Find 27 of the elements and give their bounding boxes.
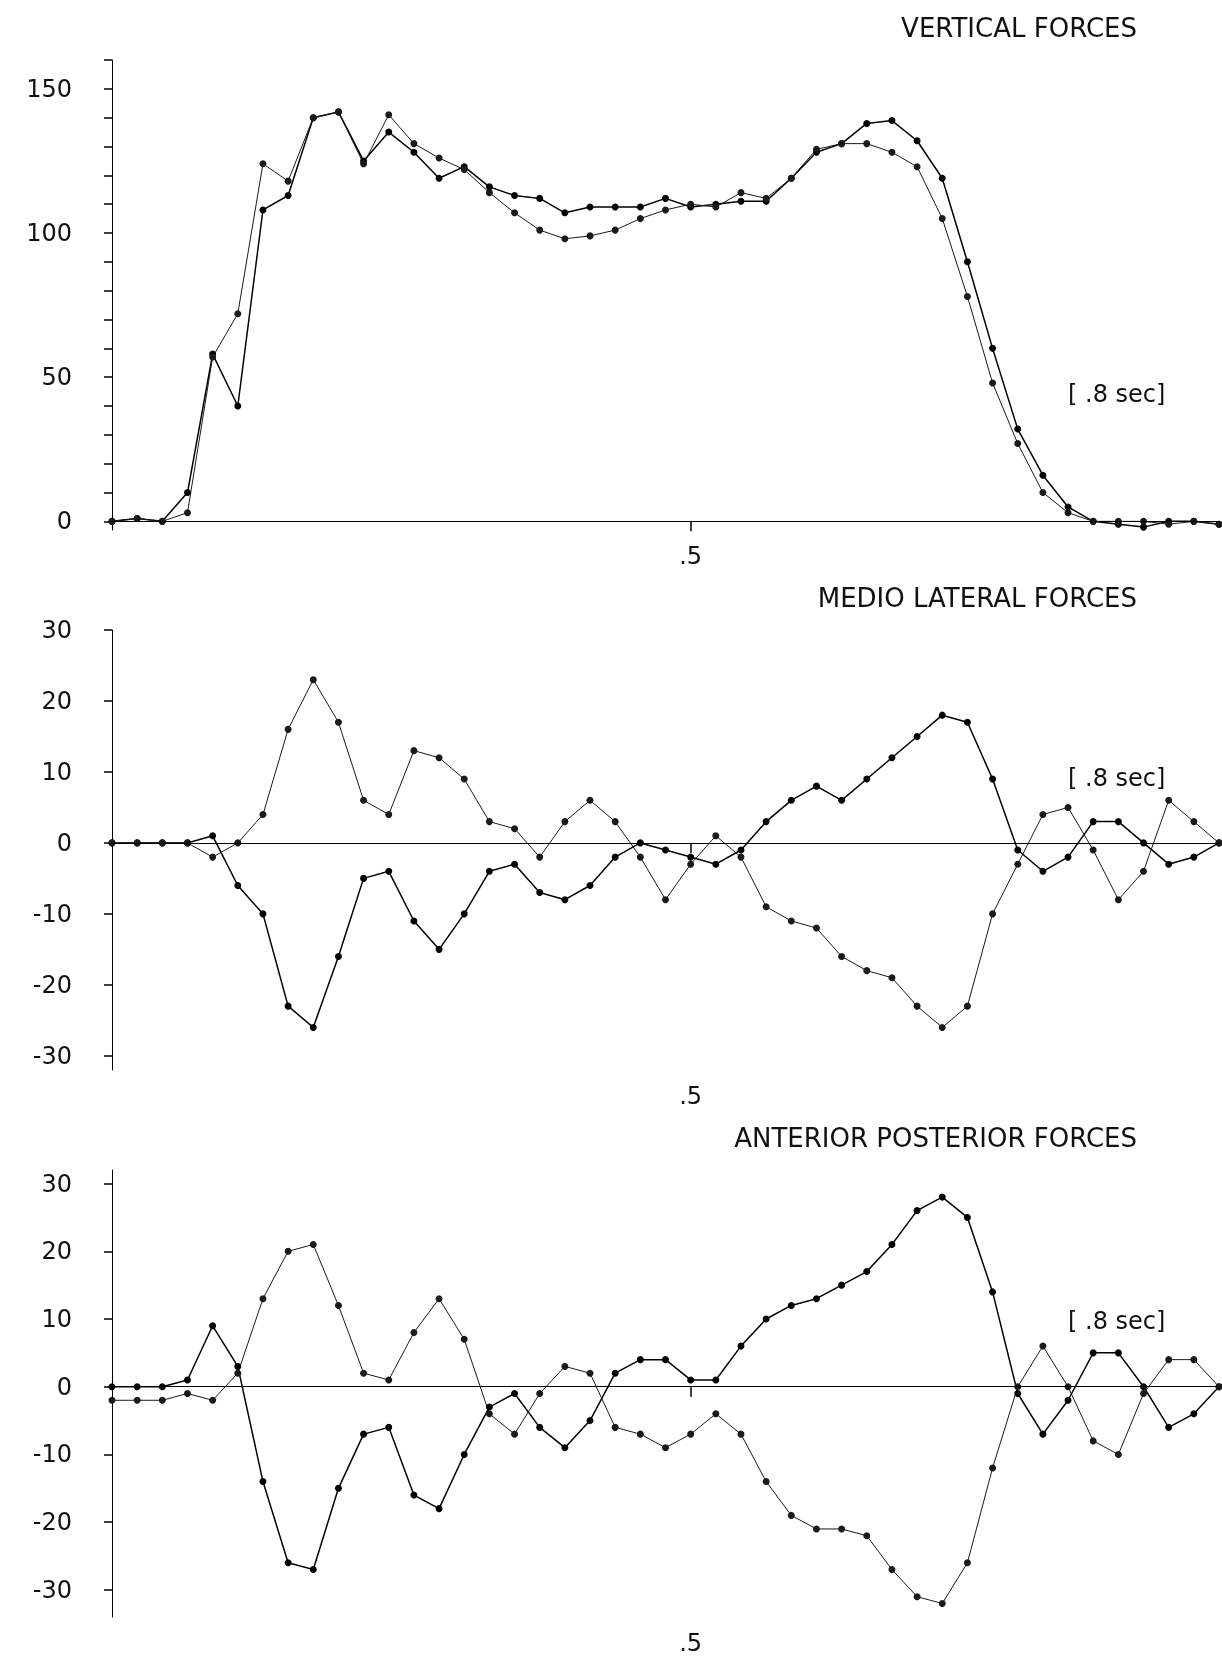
chart-title: VERTICAL FORCES: [901, 13, 1137, 43]
chart-title: MEDIO LATERAL FORCES: [817, 583, 1137, 613]
y-tick-label: 20: [41, 686, 72, 715]
y-tick-label: 10: [41, 757, 72, 786]
y-tick-label: 50: [41, 363, 72, 392]
y-tick-label: -30: [32, 1575, 72, 1604]
x-tick-label: .5: [679, 1629, 703, 1657]
annotation: [ .8 sec]: [1068, 763, 1166, 792]
x-tick-label: .5: [679, 1082, 703, 1110]
y-tick-label: -20: [32, 970, 72, 999]
y-tick-label: 30: [41, 1169, 72, 1198]
y-tick-label: 0: [56, 1372, 72, 1401]
y-tick-label: 0: [56, 507, 72, 536]
y-tick-label: 10: [41, 1305, 72, 1333]
y-tick-label: 30: [41, 616, 72, 644]
y-tick-label: 0: [56, 828, 72, 857]
y-tick-label: -20: [32, 1508, 72, 1537]
annotation: [ .8 sec]: [1068, 380, 1166, 409]
x-tick-label: .5: [679, 542, 703, 570]
chart-title: ANTERIOR POSTERIOR FORCES: [734, 1123, 1138, 1153]
y-tick-label: -30: [32, 1041, 72, 1070]
y-tick-label: 20: [41, 1237, 72, 1266]
y-tick-label: -10: [32, 899, 72, 928]
y-tick-label: 100: [26, 219, 72, 248]
y-tick-label: 150: [26, 74, 72, 103]
y-tick-label: -10: [32, 1440, 72, 1469]
annotation: [ .8 sec]: [1068, 1306, 1166, 1335]
